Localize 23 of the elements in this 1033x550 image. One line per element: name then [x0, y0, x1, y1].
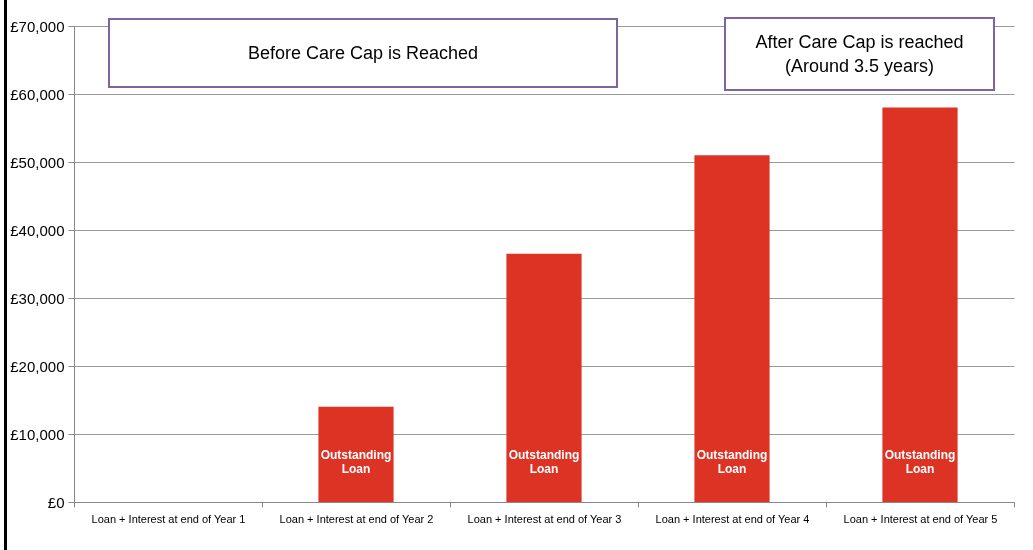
y-tick-label: £30,000 — [10, 289, 65, 307]
x-tick-label: Loan + Interest at end of Year 1 — [91, 512, 246, 525]
bar — [882, 107, 958, 502]
text: Outstanding Loan — [884, 448, 956, 476]
series-label: Outstanding Loan — [508, 448, 580, 476]
y-tick-label: £10,000 — [10, 425, 65, 443]
bar — [694, 155, 770, 502]
y-tick-label: £0 — [47, 493, 65, 511]
x-tick-label: Loan + Interest at end of Year 4 — [655, 512, 810, 525]
y-tick-label: £70,000 — [10, 17, 65, 35]
x-tick-label: Loan + Interest at end of Year 2 — [279, 512, 434, 525]
bar — [318, 406, 394, 502]
y-tick-label: £40,000 — [10, 221, 65, 239]
y-tick-label: £20,000 — [10, 357, 65, 375]
x-tick-label: Loan + Interest at end of Year 3 — [467, 512, 622, 525]
y-tick-label: £60,000 — [10, 85, 65, 103]
y-tick-label: £50,000 — [10, 153, 65, 171]
x-tick-label: Loan + Interest at end of Year 5 — [843, 512, 998, 525]
text: Outstanding Loan — [320, 448, 392, 476]
text-box: Before Care Cap is Reached — [108, 18, 618, 88]
text: Outstanding Loan — [696, 448, 768, 476]
bar — [506, 253, 582, 502]
text-box: After Care Cap is reached (Around 3.5 years) — [724, 17, 995, 91]
